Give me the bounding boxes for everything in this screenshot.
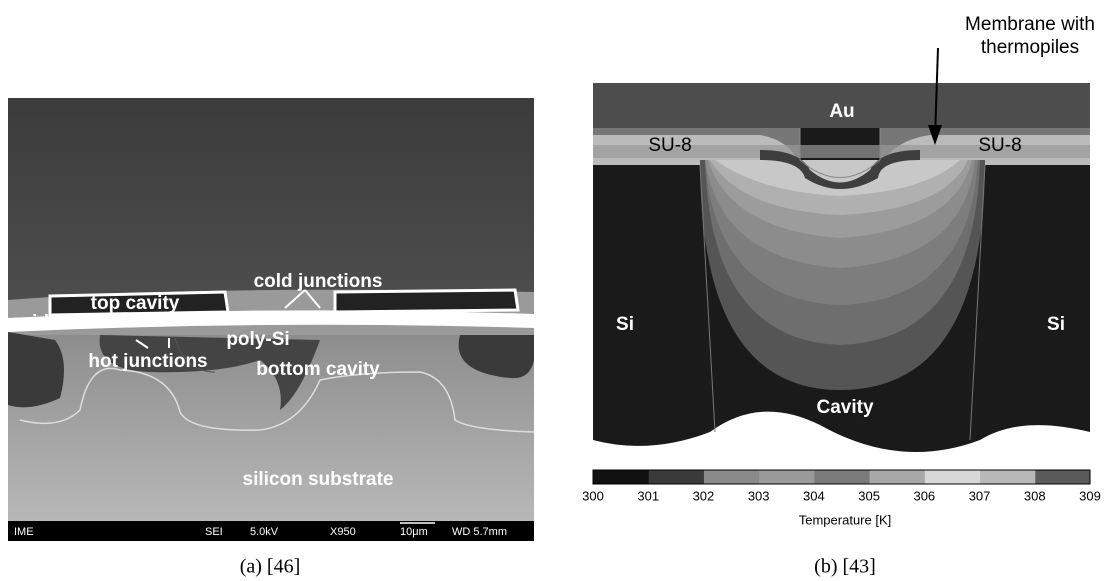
callout: thermopiles [981, 37, 1079, 58]
sim-label: SU-8 [978, 135, 1021, 156]
sim-label: Si [616, 314, 634, 335]
colorbar-tick-label: 307 [969, 488, 991, 503]
sim-label: Cavity [816, 397, 873, 418]
colorbar-segment [648, 470, 704, 484]
figure: cold junctions top cavity oxide poly-Si … [0, 0, 1107, 581]
sim-label: SU-8 [648, 135, 691, 156]
sem-label: bottom cavity [256, 359, 380, 380]
colorbar-tick-label: 304 [803, 488, 825, 503]
callout: Membrane with [965, 14, 1095, 35]
colorbar-label: Temperature [K] [799, 512, 892, 527]
info-text: 5.0kV [250, 526, 279, 538]
sem-label: top cavity [91, 293, 180, 314]
sem-label: oxide [10, 312, 60, 333]
colorbar-tick-label: 306 [913, 488, 935, 503]
info-text: SEI [205, 526, 223, 538]
caption: (b) [43] [814, 556, 876, 578]
colorbar-tick-label: 305 [858, 488, 880, 503]
colorbar-tick-label: 300 [582, 488, 604, 503]
colorbar-segment [980, 470, 1036, 484]
colorbar-tick-label: 308 [1024, 488, 1046, 503]
info-text: X950 [330, 526, 356, 538]
sim-label: Si [1047, 314, 1065, 335]
info-text: 10μm [400, 526, 428, 538]
colorbar-segment [869, 470, 925, 484]
colorbar-tick-label: 302 [693, 488, 715, 503]
colorbar [593, 470, 1091, 484]
sem-label: cold junctions [254, 271, 383, 292]
colorbar-segment [759, 470, 815, 484]
colorbar-segment [1035, 470, 1091, 484]
sim-label: Au [829, 101, 854, 122]
colorbar-tick-label: 301 [637, 488, 659, 503]
info-text: IME [14, 526, 34, 538]
sem-label: hot junctions [88, 351, 207, 372]
sem-label: poly-Si [226, 329, 289, 350]
info-text: WD 5.7mm [452, 526, 507, 538]
colorbar-segment [814, 470, 870, 484]
caption: (a) [46] [240, 556, 301, 578]
colorbar-segment [924, 470, 980, 484]
colorbar-segment [593, 470, 649, 484]
colorbar-tick-label: 303 [748, 488, 770, 503]
colorbar-tick-label: 309 [1079, 488, 1101, 503]
sem-label: silicon substrate [243, 469, 394, 490]
colorbar-segment [703, 470, 759, 484]
